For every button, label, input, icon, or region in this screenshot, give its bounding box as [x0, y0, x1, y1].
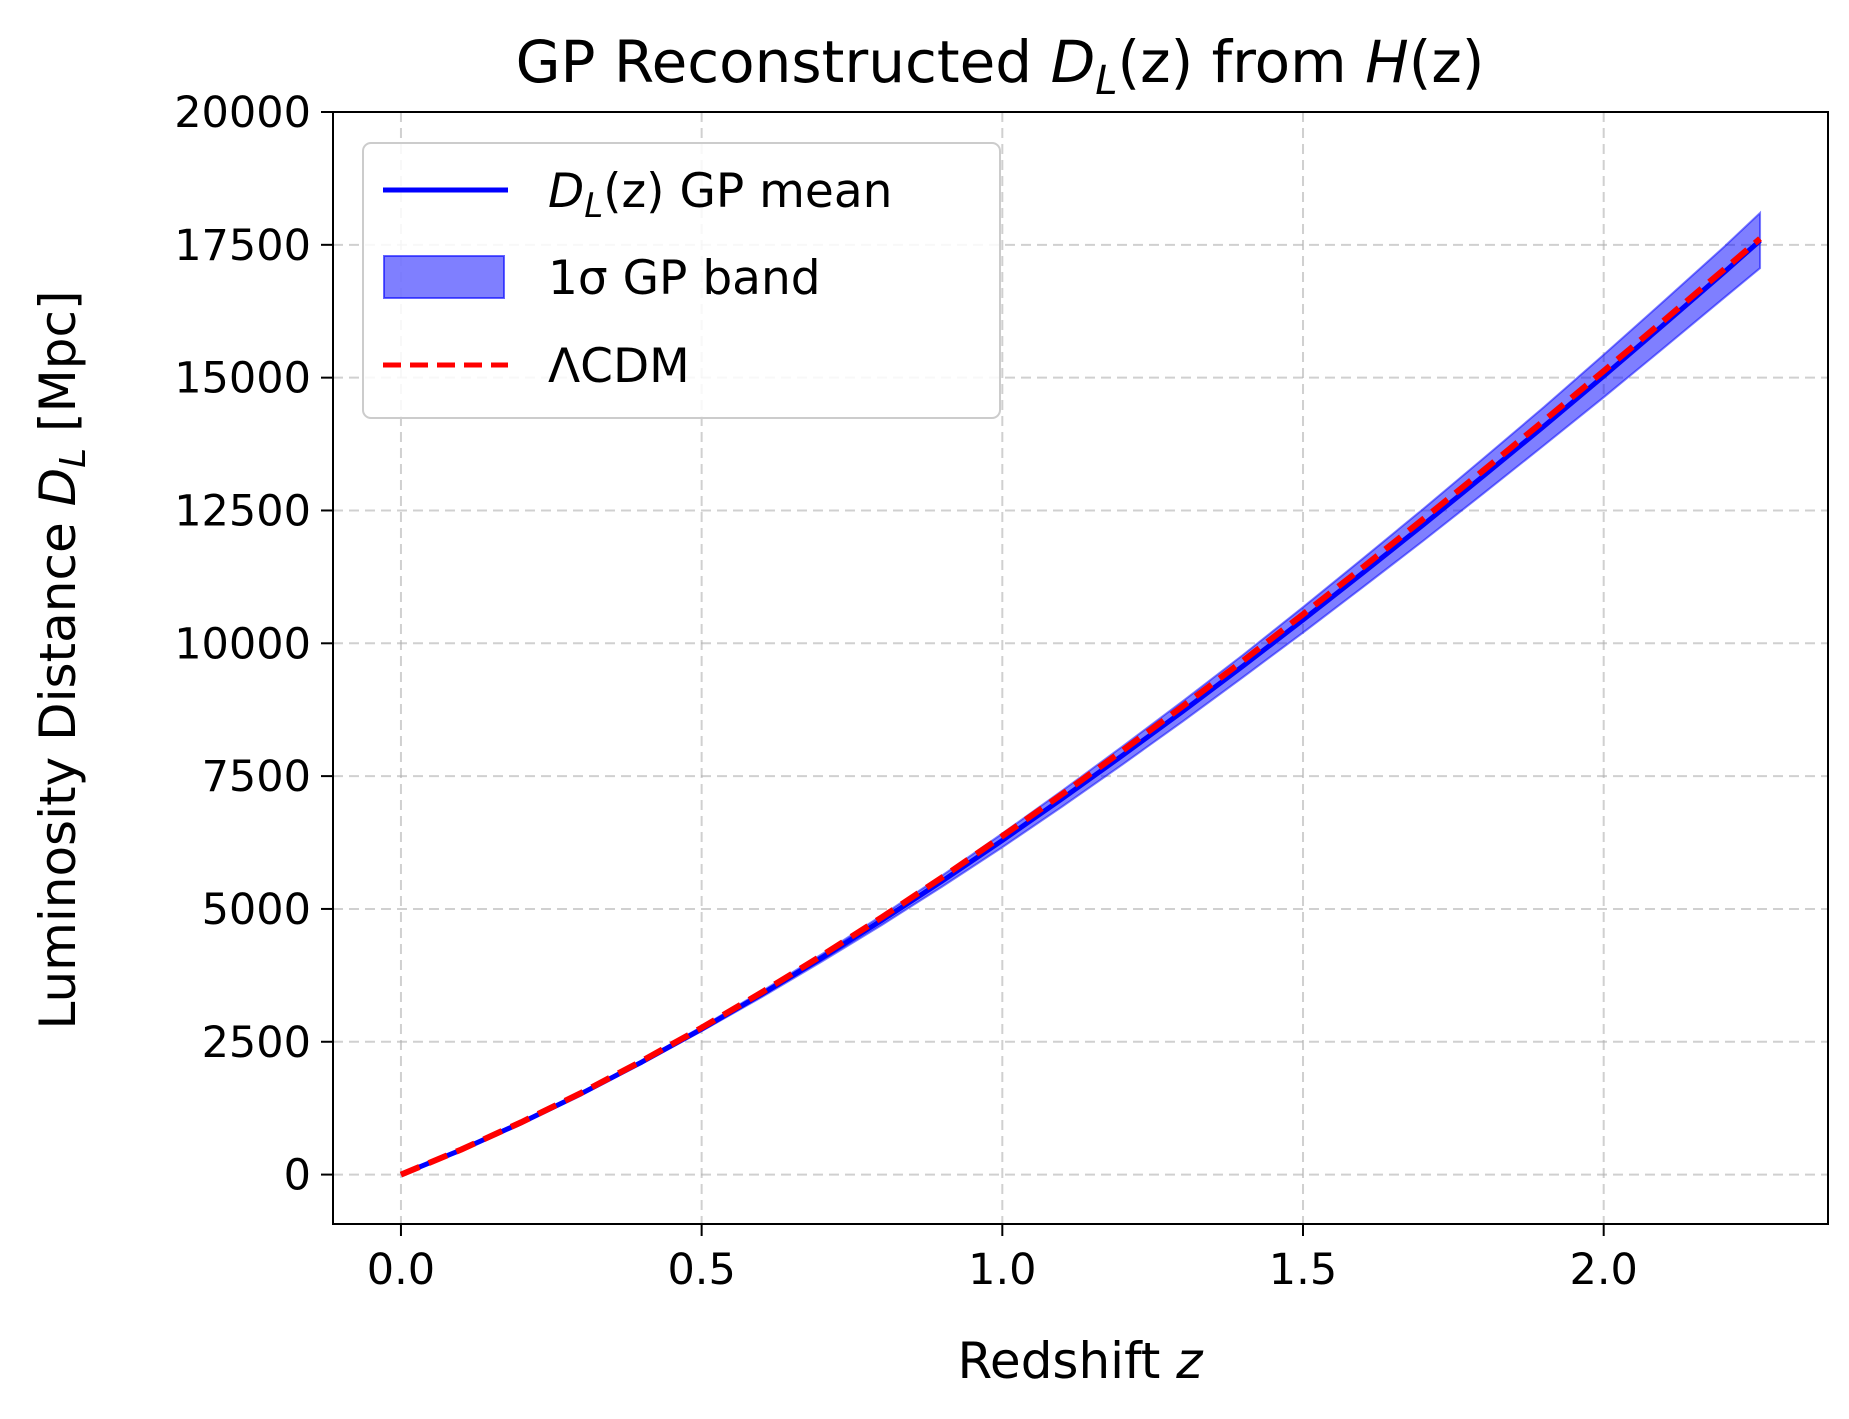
axes: 0.0 0.5 1.0 1.5 2.0 0 2500 5000 7500 10000 12500 15… — [174, 88, 1829, 1295]
legend-frame — [362, 142, 1001, 419]
lcdm-line — [399, 236, 1762, 1178]
y-tick-label: 7500 — [202, 752, 311, 802]
y-tick-label: 10000 — [174, 619, 311, 669]
y-axis-title: Luminosity Distance DL [Mpc] — [29, 291, 94, 1030]
y-tick-label: 5000 — [202, 885, 311, 935]
x-tick-label: 1.0 — [968, 1245, 1036, 1295]
y-tick-label: 12500 — [174, 486, 311, 536]
plot-area — [399, 210, 1762, 1178]
chart-title: GP Reconstructed DL(z) from H(z) — [516, 28, 1485, 104]
legend-lcdm-label: ΛCDM — [548, 339, 690, 394]
y-tick-label: 2500 — [202, 1018, 311, 1068]
x-tick-label: 0.5 — [667, 1245, 735, 1295]
y-tick-label: 17500 — [174, 221, 311, 271]
y-tick-label: 0 — [284, 1151, 311, 1201]
legend-band-label: 1σ GP band — [548, 251, 821, 306]
legend-band-swatch — [383, 255, 505, 299]
legend-mean-label: DL(z) GP mean — [548, 164, 892, 226]
x-axis-title: Redshift z — [957, 1332, 1204, 1390]
x-tick-label: 0.0 — [367, 1245, 435, 1295]
y-tick-label: 20000 — [174, 88, 311, 138]
x-tick-label: 1.5 — [1269, 1245, 1337, 1295]
x-tick-label: 2.0 — [1569, 1245, 1637, 1295]
y-tick-label: 15000 — [174, 354, 311, 404]
legend: DL(z) GP mean 1σ GP band ΛCDM — [362, 142, 1001, 419]
axes-frame — [332, 111, 1829, 1225]
